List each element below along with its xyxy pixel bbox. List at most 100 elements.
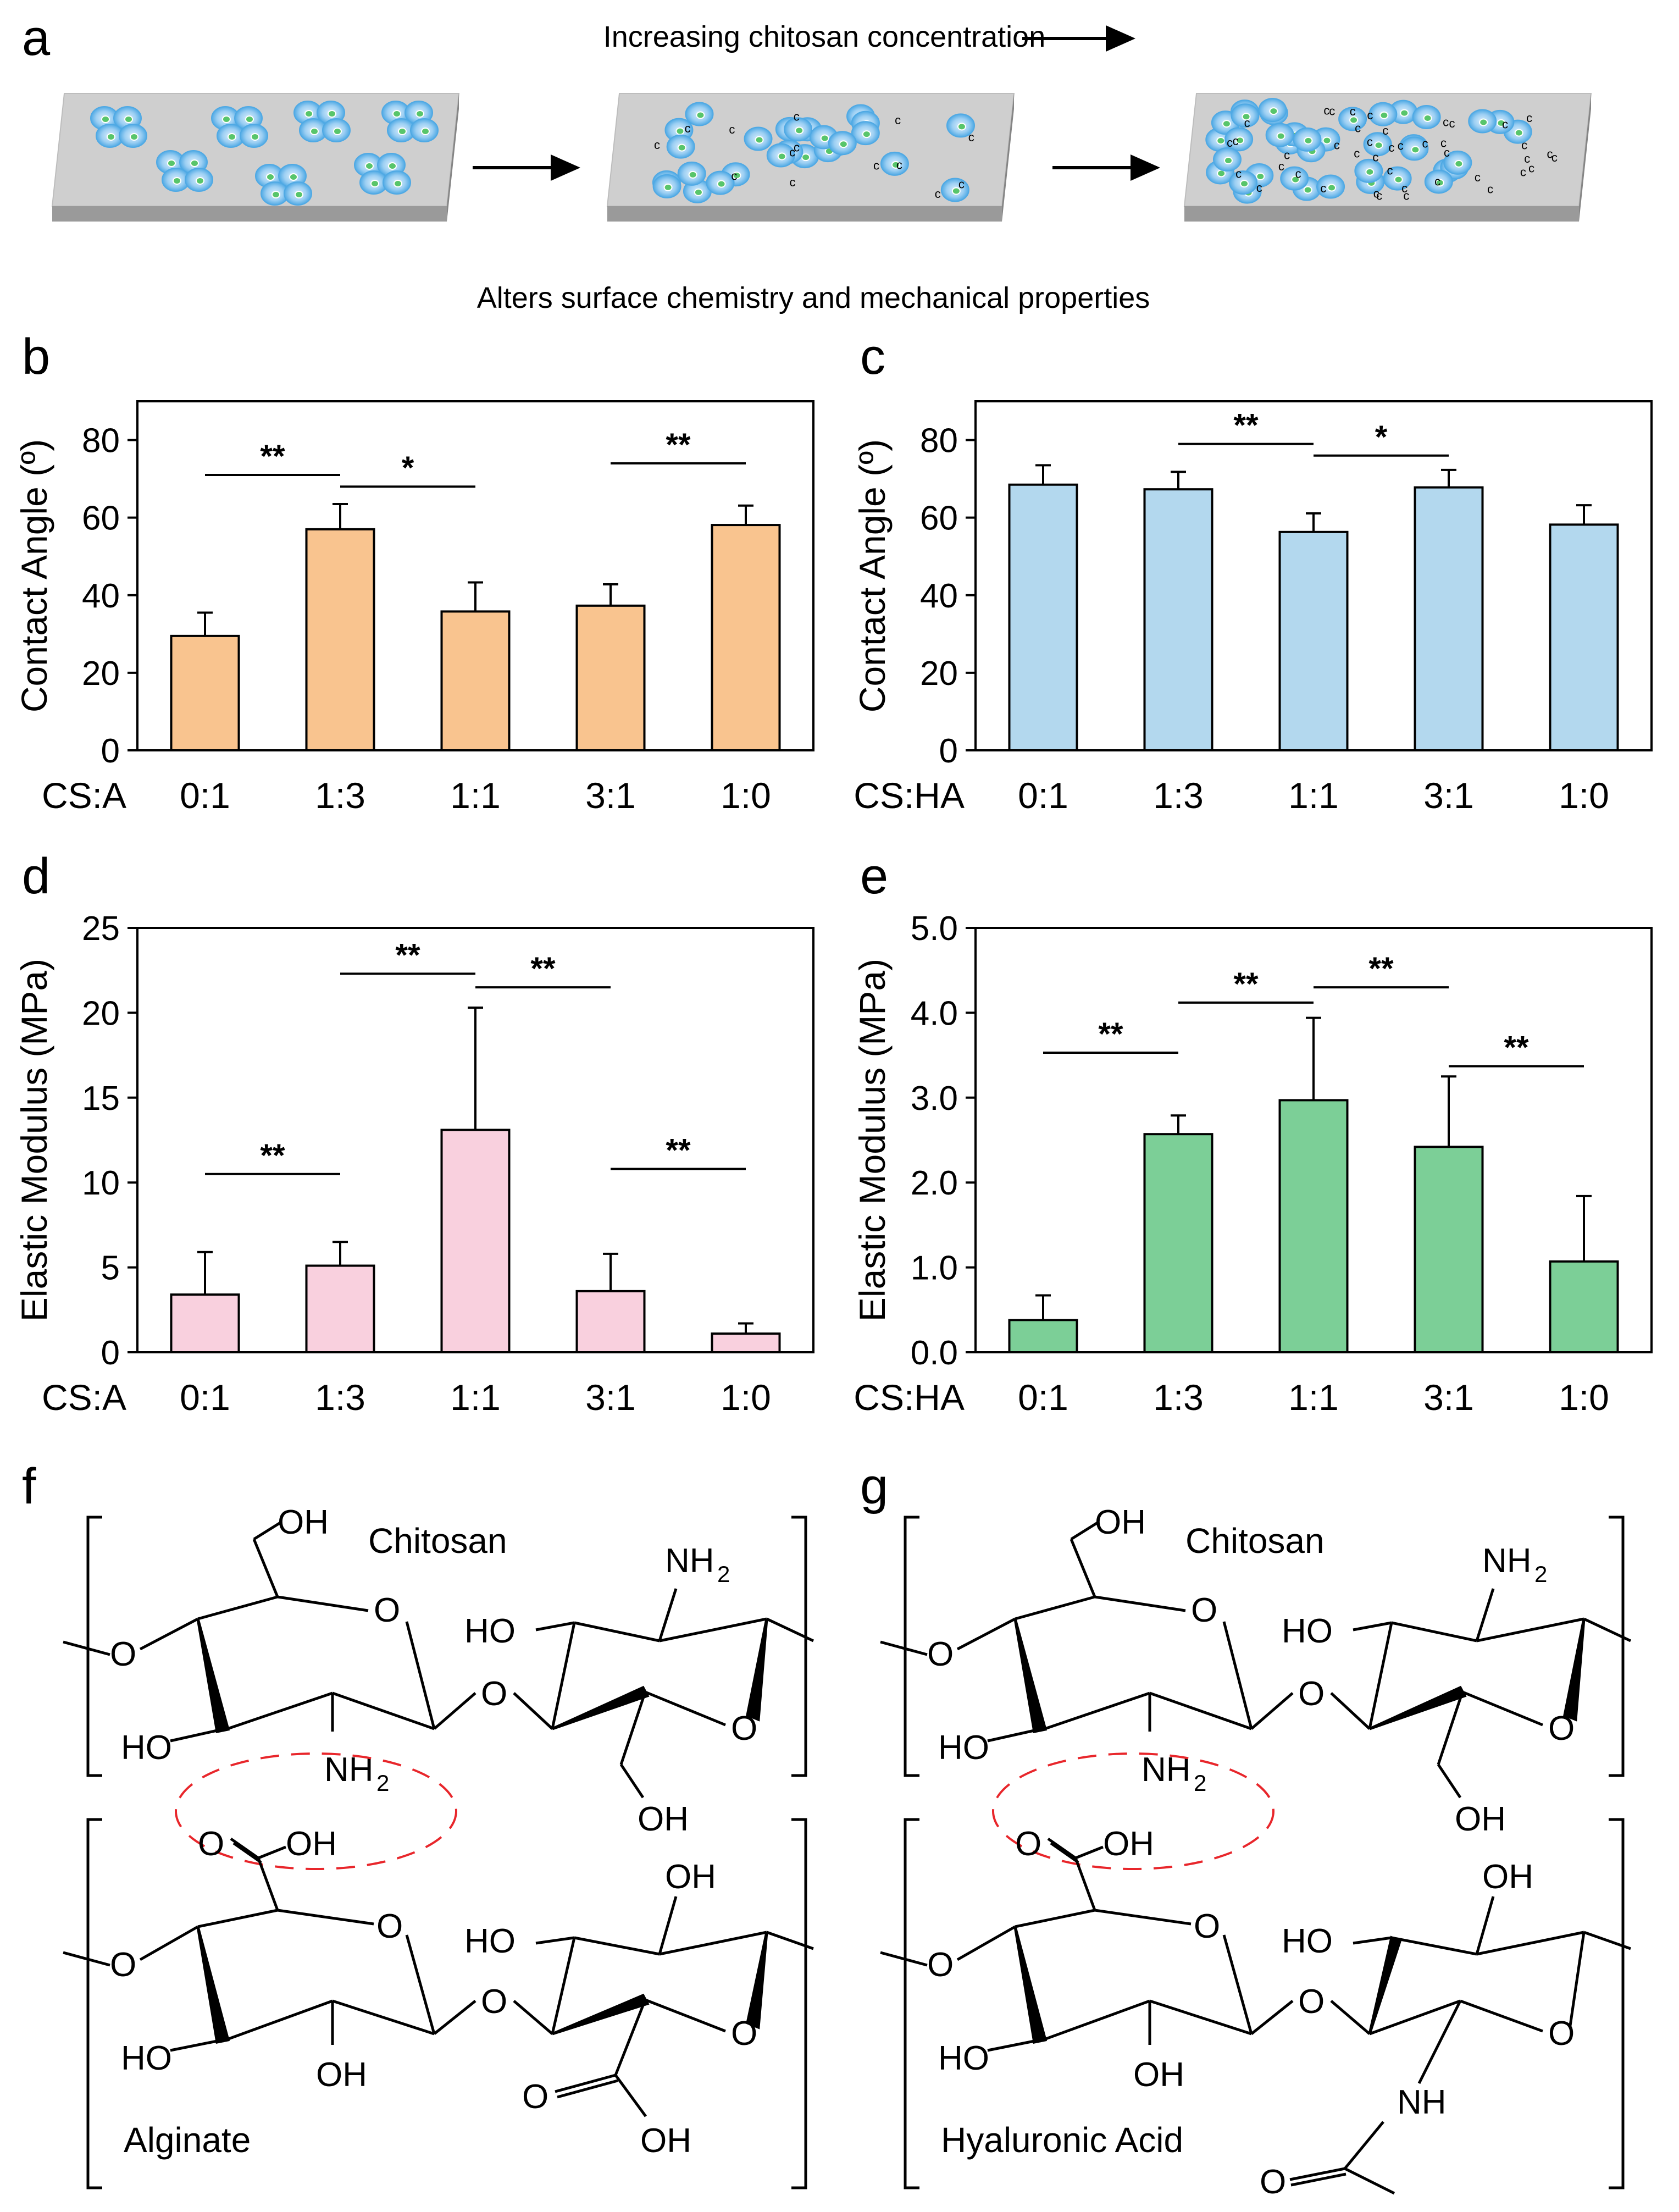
significance-label: ** — [666, 1132, 691, 1168]
x-tick-label: 3:1 — [585, 1377, 636, 1418]
cell-nucleus — [107, 133, 115, 141]
chart-contact-angle-hyaluronic: 0 20 40 60 80 Contact Angle (º) CS:HA 0:1 1:3 1:1… — [852, 400, 1653, 816]
hyaluronic-name: Hyaluronic Acid — [941, 2120, 1183, 2160]
bar — [1549, 1260, 1619, 1353]
chart-modulus-hyaluronic: 0.0 1.0 2.0 3.0 4.0 5.0 Elastic Modulus (MPa) C… — [852, 910, 1653, 1418]
atom-oh: OH — [278, 1503, 329, 1541]
cell-nucleus — [1411, 146, 1420, 154]
cell-nucleus — [415, 110, 424, 118]
cell-nucleus — [1394, 175, 1403, 184]
chitosan-marker: c — [731, 169, 737, 183]
y-axis-label: Elastic Modulus (MPa) — [14, 959, 54, 1321]
cell-nucleus — [1497, 119, 1506, 127]
slab-side — [447, 93, 459, 222]
chitosan-marker: c — [1329, 104, 1335, 118]
structure-chitosan-hyaluronic: Chitosan OH O O HO NH 2 O HO NH 2 O OH — [880, 1503, 1632, 2201]
cell-nucleus — [1242, 113, 1251, 121]
chitosan-marker: c — [1367, 135, 1373, 148]
cell-nucleus — [1400, 109, 1409, 117]
chitosan-marker: c — [1440, 136, 1447, 150]
atom-oh: OH — [1482, 1858, 1533, 1896]
cell-nucleus — [820, 134, 829, 142]
atom-ho: HO — [1282, 1922, 1333, 1960]
chitosan-marker: c — [873, 159, 879, 173]
significance-label: ** — [1098, 1016, 1123, 1052]
chitosan-marker: c — [1372, 151, 1378, 164]
cell-nucleus — [951, 187, 961, 195]
atom-o: O — [110, 1946, 136, 1984]
cell-nucleus — [333, 128, 342, 135]
atom-o: O — [731, 1710, 757, 1748]
chitosan-name: Chitosan — [1185, 1521, 1325, 1561]
y-tick-label: 0 — [939, 732, 958, 770]
bar — [575, 1290, 646, 1354]
y-tick-label: 4.0 — [911, 994, 958, 1032]
y-tick-label: 60 — [920, 500, 958, 538]
y-tick-label: 5 — [101, 1249, 120, 1287]
chitosan-marker: c — [1256, 181, 1262, 195]
x-tick-label: 1:0 — [721, 775, 771, 816]
bracket-left-bottom — [86, 1818, 102, 2189]
bar — [575, 604, 646, 751]
cell-nucleus — [696, 111, 705, 119]
x-tick-label: 0:1 — [180, 1377, 230, 1418]
chitosan-marker: c — [1334, 139, 1340, 152]
cell-nucleus — [1374, 141, 1383, 150]
significance-label: ** — [1368, 951, 1394, 987]
cell-nucleus — [1479, 118, 1488, 126]
cell-nucleus — [130, 133, 138, 141]
chitosan-marker: c — [1355, 121, 1361, 135]
slab-front — [607, 206, 1002, 222]
atom-o: O — [374, 1591, 400, 1629]
x-tick-label: 0:1 — [180, 775, 230, 816]
x-axis-prefix: CS:A — [42, 1377, 126, 1418]
cell-nucleus — [1304, 136, 1313, 145]
chitosan-marker: c — [1320, 181, 1326, 195]
bracket-right-top — [1609, 1516, 1625, 1777]
atom-ho: HO — [1282, 1612, 1333, 1650]
bar — [1008, 1319, 1078, 1353]
atom-o: O — [1015, 1825, 1041, 1863]
panel-label-f: f — [22, 1458, 36, 1514]
cell-nucleus — [124, 115, 133, 123]
chitosan-marker: c — [1475, 170, 1481, 184]
cell-nucleus — [328, 110, 336, 118]
bar — [440, 610, 511, 752]
cell-nucleus — [190, 159, 199, 167]
chitosan-marker: c — [1449, 117, 1455, 130]
chitosan-marker: c — [1350, 104, 1356, 118]
significance-label: ** — [1504, 1030, 1529, 1066]
panel-label-b: b — [22, 329, 50, 385]
atom-o: O — [1548, 2015, 1575, 2053]
atom-ho: HO — [121, 1729, 172, 1767]
cell-nucleus — [398, 128, 407, 135]
bracket-left-bottom — [904, 1818, 919, 2189]
x-tick-label: 0:1 — [1018, 775, 1068, 816]
chitosan-marker: c — [654, 138, 660, 152]
x-tick-label: 1:3 — [315, 1377, 365, 1418]
structure-chitosan-alginate: Chitosan OH O O HO NH 2 O HO NH 2 O OH — [63, 1503, 814, 2189]
cell-nucleus — [394, 180, 402, 187]
panel-label-c: c — [860, 329, 885, 385]
cell-nucleus — [1365, 168, 1375, 176]
cell-nucleus — [1276, 132, 1285, 140]
chitosan-marker: c — [1388, 141, 1394, 154]
x-axis-prefix: CS:A — [42, 775, 126, 816]
cell-nucleus — [1235, 136, 1245, 145]
bar — [305, 528, 375, 751]
atom-o: O — [927, 1946, 954, 1984]
cell-nucleus — [1240, 180, 1249, 188]
chitosan-marker: c — [1526, 111, 1532, 125]
chitosan-marker: c — [1323, 103, 1329, 117]
slab-front — [52, 206, 447, 222]
chitosan-marker: c — [1235, 167, 1242, 181]
atom-o: O — [481, 1983, 507, 2021]
atom-oh: OH — [1103, 1825, 1154, 1863]
schematic-top-label: Increasing chitosan concentration — [603, 20, 1046, 53]
atom-nh: NH — [1397, 2083, 1447, 2121]
significance-label: ** — [1233, 966, 1259, 1002]
cell-nucleus — [289, 173, 298, 181]
cell-nucleus — [1423, 114, 1432, 122]
x-tick-label: 1:1 — [450, 1377, 501, 1418]
